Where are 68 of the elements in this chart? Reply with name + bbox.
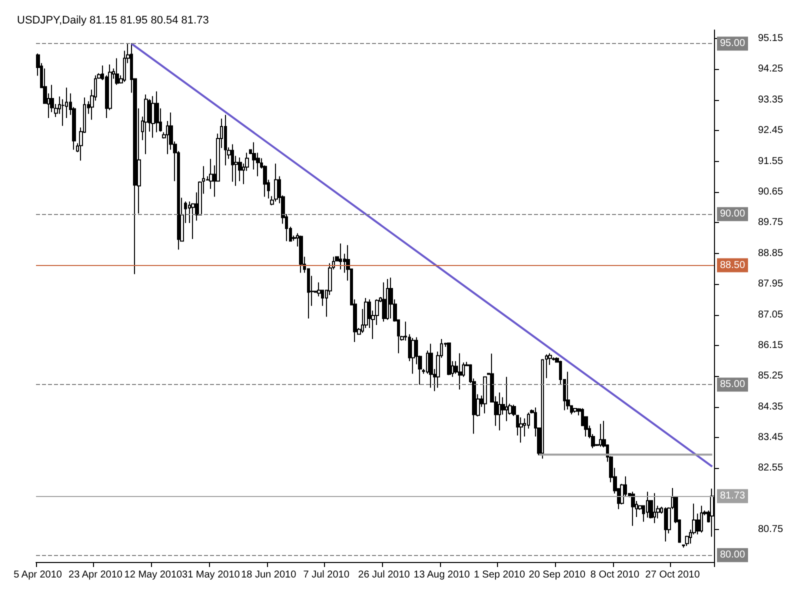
- candlestick: [458, 352, 462, 390]
- y-tick-label: 95.15: [758, 33, 784, 44]
- candlestick: [573, 408, 577, 414]
- ref-line-label: 88.50: [720, 260, 746, 271]
- candlestick: [447, 342, 451, 376]
- candlestick: [664, 506, 667, 542]
- candlestick: [512, 404, 516, 417]
- y-tick-label: 89.75: [758, 217, 784, 228]
- ref-line-label: 85.00: [720, 379, 746, 390]
- candlestick: [483, 376, 487, 414]
- candlestick: [339, 242, 342, 270]
- candlestick: [115, 58, 119, 86]
- candlestick: [519, 416, 523, 444]
- candlestick: [545, 354, 548, 379]
- y-tick-label: 84.35: [758, 401, 784, 412]
- x-tick-label: 31 May 2010: [182, 570, 240, 580]
- candlestick: [224, 114, 227, 166]
- y-tick-label: 86.15: [758, 340, 784, 351]
- y-tick-label: 80.75: [758, 524, 784, 536]
- candlestick: [653, 492, 656, 524]
- ref-line-label: 95.00: [720, 38, 746, 50]
- chart-title: USDJPY,Daily 81.15 81.95 80.54 81.73: [17, 14, 209, 26]
- x-tick-label: 12 May 2010: [124, 570, 183, 580]
- candlestick: [386, 278, 389, 320]
- candlestick: [411, 337, 415, 374]
- y-tick-label: 82.55: [758, 462, 784, 474]
- x-tick-label: 13 Aug 2010: [414, 570, 470, 580]
- candlestick: [541, 358, 544, 460]
- y-tick-label: 88.85: [758, 248, 784, 259]
- x-tick-label: 1 Sep 2010: [474, 570, 526, 580]
- x-tick-label: 5 Apr 2010: [14, 570, 62, 580]
- candlestick: [151, 96, 155, 138]
- ref-line-label: 90.00: [720, 208, 746, 220]
- candlestick: [238, 157, 242, 182]
- candlestick: [429, 343, 433, 388]
- y-tick-label: 93.35: [758, 94, 784, 106]
- candlestick: [498, 392, 501, 431]
- candlestick: [144, 94, 148, 155]
- x-tick-label: 7 Jul 2010: [303, 570, 350, 580]
- candlestick: [274, 163, 278, 202]
- y-tick-label: 85.25: [758, 370, 784, 382]
- candlestick: [364, 298, 368, 329]
- y-tick-label: 87.05: [758, 309, 784, 320]
- candlestick: [646, 491, 649, 518]
- y-tick-label: 92.45: [758, 125, 784, 136]
- x-tick-label: 20 Sep 2010: [528, 570, 586, 580]
- x-tick-label: 23 Apr 2010: [68, 570, 123, 580]
- y-tick-label: 87.95: [758, 278, 784, 290]
- candlestick: [552, 356, 555, 361]
- candlestick: [231, 144, 234, 182]
- x-tick-label: 8 Oct 2010: [590, 570, 640, 580]
- candlestick: [389, 277, 393, 320]
- candlestick: [700, 505, 703, 534]
- ref-line-label: 81.73: [720, 490, 746, 502]
- candlestick: [505, 376, 508, 422]
- candlestick: [382, 282, 386, 322]
- y-tick-label: 83.45: [758, 432, 784, 444]
- candlestick: [299, 235, 303, 274]
- x-tick-label: 18 Jun 2010: [241, 570, 297, 580]
- candlestick: [599, 423, 602, 448]
- candlestick: [631, 491, 635, 526]
- y-tick-label: 90.65: [758, 186, 784, 198]
- x-tick-label: 26 Jul 2010: [358, 570, 410, 580]
- ref-line-label: 80.00: [720, 550, 746, 561]
- x-tick-label: 27 Oct 2010: [645, 570, 700, 580]
- y-tick-label: 91.55: [758, 156, 784, 167]
- y-tick-label: 94.25: [758, 64, 784, 75]
- candlestick: [566, 371, 570, 410]
